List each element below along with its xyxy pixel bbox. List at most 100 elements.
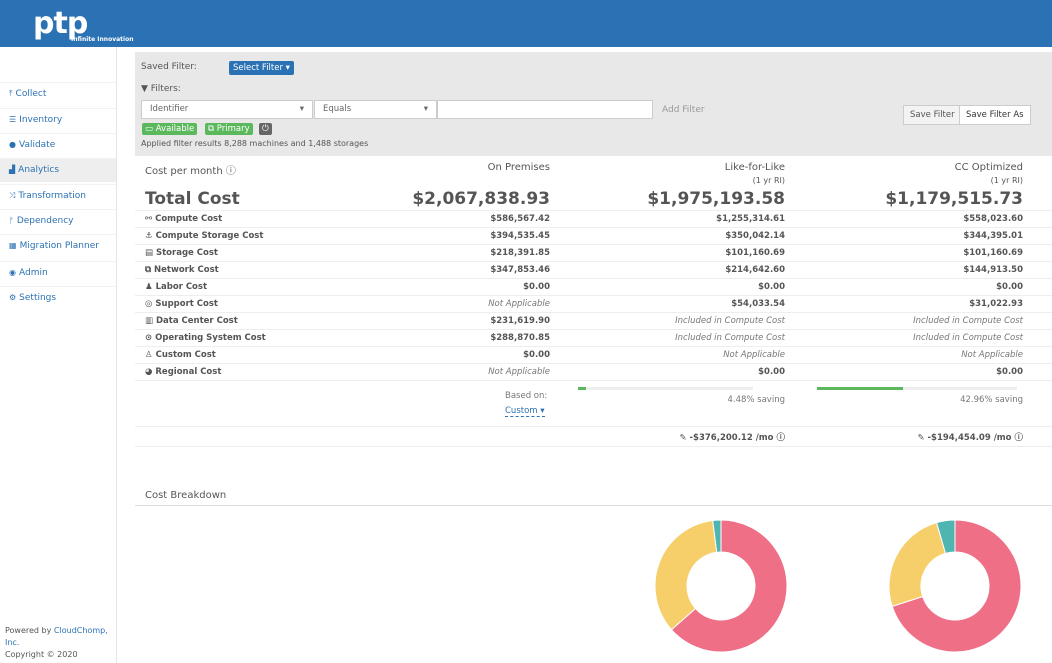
primary-label: Primary: [216, 124, 250, 134]
cost-row-label-text: Regional Cost: [155, 367, 222, 377]
available-button[interactable]: ▭ Available: [142, 123, 198, 135]
donut-slice[interactable]: [889, 522, 947, 608]
sidebar-item-dependency[interactable]: ᚠ Dependency: [0, 209, 116, 233]
cost-value: $0.00: [758, 367, 785, 377]
sidebar-item-migration-planner[interactable]: ▦ Migration Planner: [0, 234, 116, 258]
anchor-icon: ⚓: [145, 231, 153, 241]
cost-value: Included in Compute Cost: [913, 316, 1023, 326]
cost-row: ⚓ Compute Storage Cost $394,535.45 $350,04…: [135, 227, 1052, 244]
logo[interactable]: ptp Infinite Innovation: [33, 6, 133, 43]
donut-slice[interactable]: [712, 520, 722, 553]
cost-value: Included in Compute Cost: [675, 333, 785, 343]
shuffle-icon: ⤨: [9, 191, 16, 200]
sidebar-item-inventory[interactable]: ☰ Inventory: [0, 108, 116, 132]
info-icon[interactable]: ⓘ: [776, 433, 785, 443]
cost-value: $558,023.60: [963, 214, 1023, 224]
filter-operator-select[interactable]: Equals ▾: [314, 100, 437, 119]
sidebar-item-transformation[interactable]: ⤨ Transformation: [0, 184, 116, 208]
cost-row-label-text: Compute Cost: [155, 214, 223, 224]
donut-slice[interactable]: [935, 520, 956, 554]
donut-slice[interactable]: [891, 520, 1021, 652]
cost-row-label-text: Custom Cost: [155, 350, 216, 360]
sidebar-item-label: Admin: [18, 268, 48, 278]
column-like-for-like-sub: (1 yr RI): [752, 176, 785, 185]
circle-icon: ●: [9, 140, 16, 149]
filter-panel: Saved Filter: Select Filter ▾ ▼ Filters:…: [135, 52, 1052, 156]
sidebar-item-analytics[interactable]: ▟ Analytics: [0, 158, 116, 182]
cost-row: ⚯ Compute Cost $586,567.42 $1,255,314.61 $5…: [135, 210, 1052, 227]
power-button[interactable]: ⏻: [259, 123, 272, 135]
based-on-dropdown[interactable]: Custom ▾: [505, 406, 545, 417]
company-link[interactable]: CloudChomp, Inc.: [5, 626, 108, 647]
cost-value: Included in Compute Cost: [913, 333, 1023, 343]
gears-icon: ⚙: [9, 293, 17, 302]
total-cc-optimized: $1,179,515.73: [885, 189, 1023, 209]
cost-value: Not Applicable: [488, 299, 550, 309]
save-filter-as-button[interactable]: Save Filter As: [959, 105, 1031, 125]
donut-slice[interactable]: [655, 520, 718, 631]
column-on-premises: On Premises: [487, 162, 550, 173]
sidebar-item-admin[interactable]: ◉ Admin: [0, 261, 116, 285]
sidebar-item-label: Analytics: [18, 165, 60, 175]
sidebar-item-collect[interactable]: ⤒ Collect: [0, 82, 116, 106]
sidebar-footer: Powered by CloudChomp, Inc. Copyright © 2…: [5, 625, 115, 661]
cost-row-label: ♙ Custom Cost: [145, 350, 216, 360]
saving-bar-cc-optimized: [817, 387, 1017, 390]
sitemap-icon: ⧉: [145, 265, 152, 275]
cost-value: $214,642.60: [725, 265, 785, 275]
powered-by: Powered by: [5, 626, 54, 635]
chart-icon: ▟: [9, 165, 16, 174]
cost-row-label: ▤ Storage Cost: [145, 248, 218, 258]
cost-row-label: ▥ Data Center Cost: [145, 316, 238, 326]
cost-row-label: ⊙ Operating System Cost: [145, 333, 266, 343]
info-icon[interactable]: ⓘ: [1014, 433, 1023, 443]
sidebar-item-label: Collect: [15, 89, 47, 99]
savings-row: Based on: Custom ▾ 4.48% saving 42.96% s…: [135, 380, 1052, 426]
branch-icon: ᚠ: [9, 216, 14, 225]
donut-cc-optimized: [889, 520, 1021, 652]
filter-results-text: Applied filter results 8,288 machines an…: [141, 139, 369, 148]
filter-value-input[interactable]: [437, 100, 653, 119]
cost-row: ♙ Custom Cost $0.00 Not Applicable Not Appl…: [135, 346, 1052, 363]
sidebar-item-label: Settings: [19, 293, 57, 303]
user-icon: ◉: [9, 268, 16, 277]
sidebar-item-label: Transformation: [18, 191, 86, 201]
primary-button[interactable]: ⧉ Primary: [205, 123, 253, 135]
upload-icon: ⤒: [9, 89, 13, 98]
select-filter-button[interactable]: Select Filter ▾: [229, 61, 294, 75]
info-icon[interactable]: ⓘ: [225, 166, 236, 177]
cost-row-label-text: Labor Cost: [155, 282, 208, 292]
available-label: Available: [155, 124, 195, 134]
cost-row-label: ♟ Labor Cost: [145, 282, 207, 292]
filter-field-select[interactable]: Identifier ▾: [141, 100, 313, 119]
sidebar-item-validate[interactable]: ● Validate: [0, 133, 116, 157]
logo-text: ptp: [33, 6, 88, 41]
column-cc-optimized-sub: (1 yr RI): [990, 176, 1023, 185]
saved-filter-label: Saved Filter:: [141, 62, 197, 72]
cost-value: $394,535.45: [490, 231, 550, 241]
save-filter-button[interactable]: Save Filter: [903, 105, 962, 125]
monthly-saving-value: -$194,454.09 /mo: [927, 433, 1012, 443]
monthly-saving-cc-optimized: ✎ -$194,454.09 /mo ⓘ: [917, 433, 1023, 443]
cost-row-label: ⧉ Network Cost: [145, 265, 219, 275]
sidebar-item-settings[interactable]: ⚙ Settings: [0, 286, 116, 310]
caret-down-icon: ▾: [423, 104, 428, 114]
sidebar: ⤒ Collect ☰ Inventory ● Validate ▟ Analytics ⤨ Tr…: [0, 47, 117, 663]
divider: [135, 505, 1052, 506]
cost-value: Not Applicable: [961, 350, 1023, 360]
cost-value: Included in Compute Cost: [675, 316, 785, 326]
cost-value: $0.00: [523, 282, 550, 292]
disc-icon: ⊙: [145, 333, 153, 343]
logo-tagline: Infinite Innovation: [71, 36, 134, 43]
cost-row: ⊙ Operating System Cost $288,870.85 Includ…: [135, 329, 1052, 346]
donut-slice[interactable]: [670, 520, 787, 652]
cost-row-label: ◎ Support Cost: [145, 299, 218, 309]
cost-row-label-text: Storage Cost: [156, 248, 218, 258]
saving-text-like-for-like: 4.48% saving: [727, 395, 785, 405]
cost-value: $1,255,314.61: [716, 214, 785, 224]
lifering-icon: ◎: [145, 299, 153, 309]
add-filter-button[interactable]: Add Filter: [662, 105, 705, 115]
cost-breakdown-title: Cost Breakdown: [145, 490, 227, 501]
total-like-for-like: $1,975,193.58: [647, 189, 785, 209]
filter-operator-value: Equals: [323, 104, 352, 114]
